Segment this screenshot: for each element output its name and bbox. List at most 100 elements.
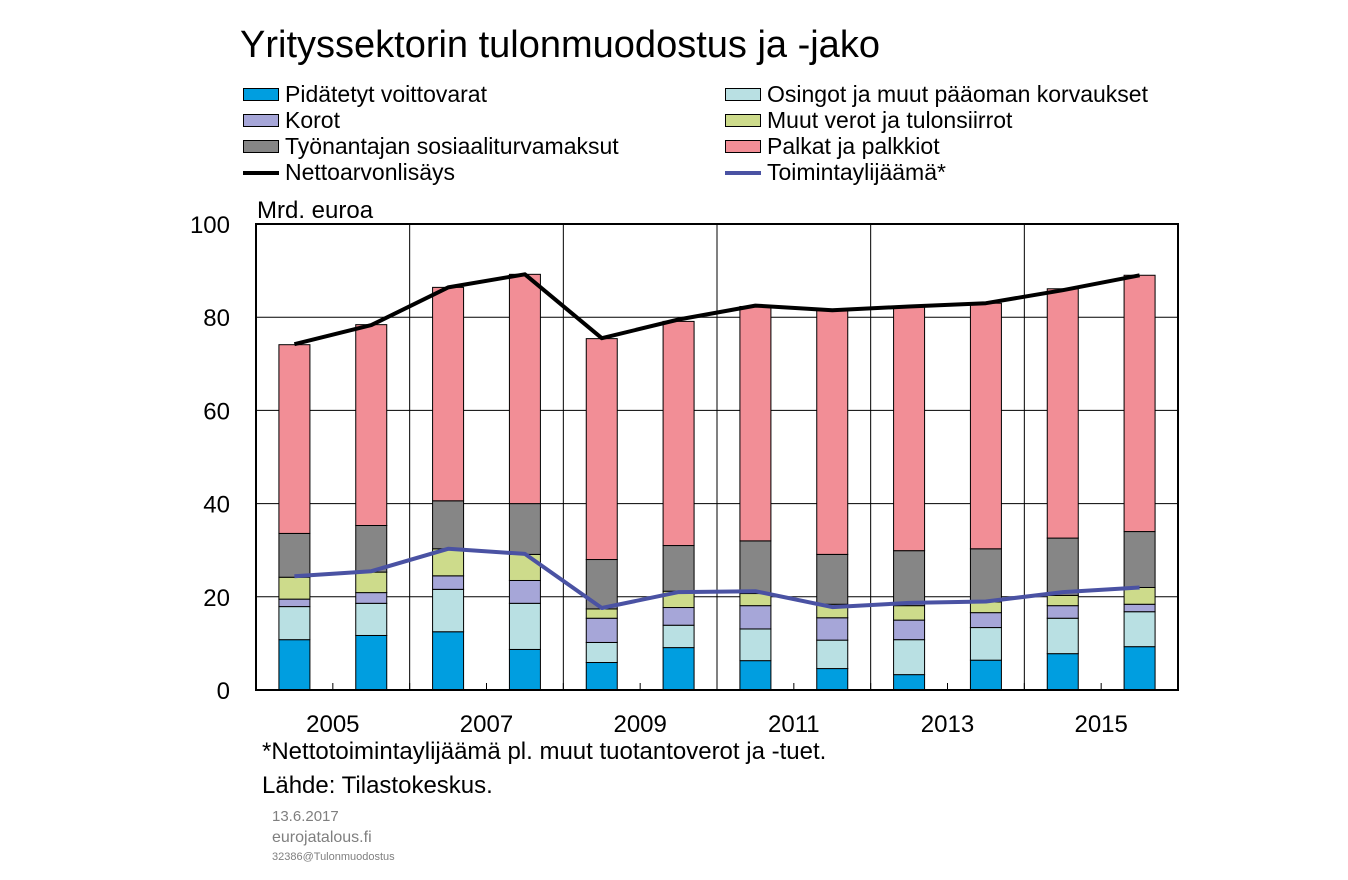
bar-segment [508, 602, 541, 650]
y-tick-label: 60 [203, 398, 230, 425]
legend-swatch [243, 114, 279, 127]
legend-label: Palkat ja palkkiot [767, 133, 940, 159]
bar-segment [1123, 603, 1156, 613]
bar-segment [432, 631, 465, 691]
bar-segment [739, 305, 772, 542]
y-tick-label: 80 [203, 305, 230, 332]
bar-segment [893, 639, 926, 676]
bar-segment [355, 602, 388, 636]
bar-segment [355, 525, 388, 573]
y-tick-label: 20 [203, 585, 230, 612]
y-axis-label: Mrd. euroa [257, 197, 374, 224]
bar-segment [969, 302, 1002, 550]
bar-segment [278, 639, 311, 691]
bar-segment [432, 588, 465, 633]
bar-segment [585, 662, 618, 691]
series-line [294, 546, 1140, 610]
bar-segment [969, 659, 1002, 691]
legend-swatch [725, 114, 761, 127]
legend-label: Toimintaylijäämä* [767, 159, 946, 185]
bar-segment [585, 338, 618, 561]
bar-segment [816, 639, 849, 670]
bar-segment [1123, 274, 1156, 533]
bar-segment [662, 320, 695, 547]
bar-segment [816, 553, 849, 605]
bar-segment [739, 540, 772, 595]
bar-segment [355, 634, 388, 691]
bar-segment [1046, 653, 1079, 691]
legend-item-social-contributions: Työnantajan sosiaaliturvamaksut [243, 133, 619, 159]
y-tick-label: 40 [203, 492, 230, 519]
bar-segment [739, 628, 772, 662]
bar-segment [432, 500, 465, 550]
x-tick-label: 2015 [1074, 711, 1127, 738]
legend-item-other-taxes: Muut verot ja tulonsiirrot [725, 107, 1013, 133]
bar-segment [278, 606, 311, 641]
bar-segment [1046, 594, 1079, 607]
bar-segment [508, 553, 541, 581]
bar-segment [585, 608, 618, 619]
bar-segment [739, 605, 772, 630]
bar-segment [662, 607, 695, 626]
bar-segment [432, 575, 465, 590]
bar-segment [893, 605, 926, 621]
bar-segment [508, 648, 541, 691]
x-tick-label: 2005 [306, 711, 359, 738]
bar-segment [893, 306, 926, 552]
bar-segment [816, 668, 849, 691]
site-name: eurojatalous.fi [272, 829, 372, 846]
bar-segment [816, 617, 849, 641]
legend-label: Osingot ja muut pääoman korvaukset [767, 81, 1148, 107]
legend-item-wages: Palkat ja palkkiot [725, 133, 940, 159]
series-line [293, 272, 1140, 347]
bar-segment [1046, 617, 1079, 655]
y-tick-label: 100 [190, 212, 230, 239]
bar-segment [662, 647, 695, 691]
legend-label: Nettoarvonlisäys [285, 159, 456, 185]
legend-item-dividends: Osingot ja muut pääoman korvaukset [725, 81, 1148, 107]
bar-segment [508, 273, 541, 505]
bar-segment [1046, 605, 1079, 619]
legend-item-interest: Korot [243, 107, 340, 133]
bar-segment [969, 548, 1002, 603]
legend-label: Korot [285, 107, 340, 133]
bar-segment [969, 627, 1002, 661]
y-tick-label: 0 [217, 678, 230, 705]
legend-item-retained-earnings: Pidätetyt voittovarat [243, 81, 487, 107]
bar-segment [662, 624, 695, 649]
legend-line-swatch [243, 170, 279, 175]
bar-segment [1046, 537, 1079, 596]
legend-label: Muut verot ja tulonsiirrot [767, 107, 1013, 133]
bar-segment [278, 344, 311, 534]
legend-swatch [243, 140, 279, 153]
legend-label: Työnantajan sosiaaliturvamaksut [285, 133, 619, 159]
source-note: Lähde: Tilastokeskus. [262, 772, 493, 799]
bar-segment [816, 309, 849, 555]
x-tick-label: 2009 [613, 711, 666, 738]
bar-segment [969, 612, 1002, 629]
bar-segment [893, 550, 926, 607]
bar-segment [508, 503, 541, 555]
bar-segment [1123, 611, 1156, 648]
chart-title: Yrityssektorin tulonmuodostus ja -jako [240, 24, 880, 66]
footnote: *Nettotoimintaylijäämä pl. muut tuotanto… [262, 738, 827, 765]
publication-date: 13.6.2017 [272, 808, 339, 825]
chart-id: 32386@Tulonmuodostus [272, 851, 395, 863]
bar-segment [1046, 288, 1079, 539]
bar-segment [1123, 531, 1156, 588]
legend-line-swatch [725, 170, 761, 175]
x-tick-label: 2013 [921, 711, 974, 738]
bar-segment [355, 324, 388, 527]
bar-segment [585, 617, 618, 643]
bar-segment [278, 576, 311, 600]
x-tick-label: 2007 [460, 711, 513, 738]
bar-segment [432, 286, 465, 502]
bar-segment [278, 532, 311, 578]
bar-segment [739, 660, 772, 691]
bar-segment [585, 641, 618, 664]
bar-segment [278, 598, 311, 608]
legend-item-operating-surplus: Toimintaylijäämä* [725, 159, 946, 185]
legend-swatch [243, 88, 279, 101]
legend-label: Pidätetyt voittovarat [285, 81, 487, 107]
